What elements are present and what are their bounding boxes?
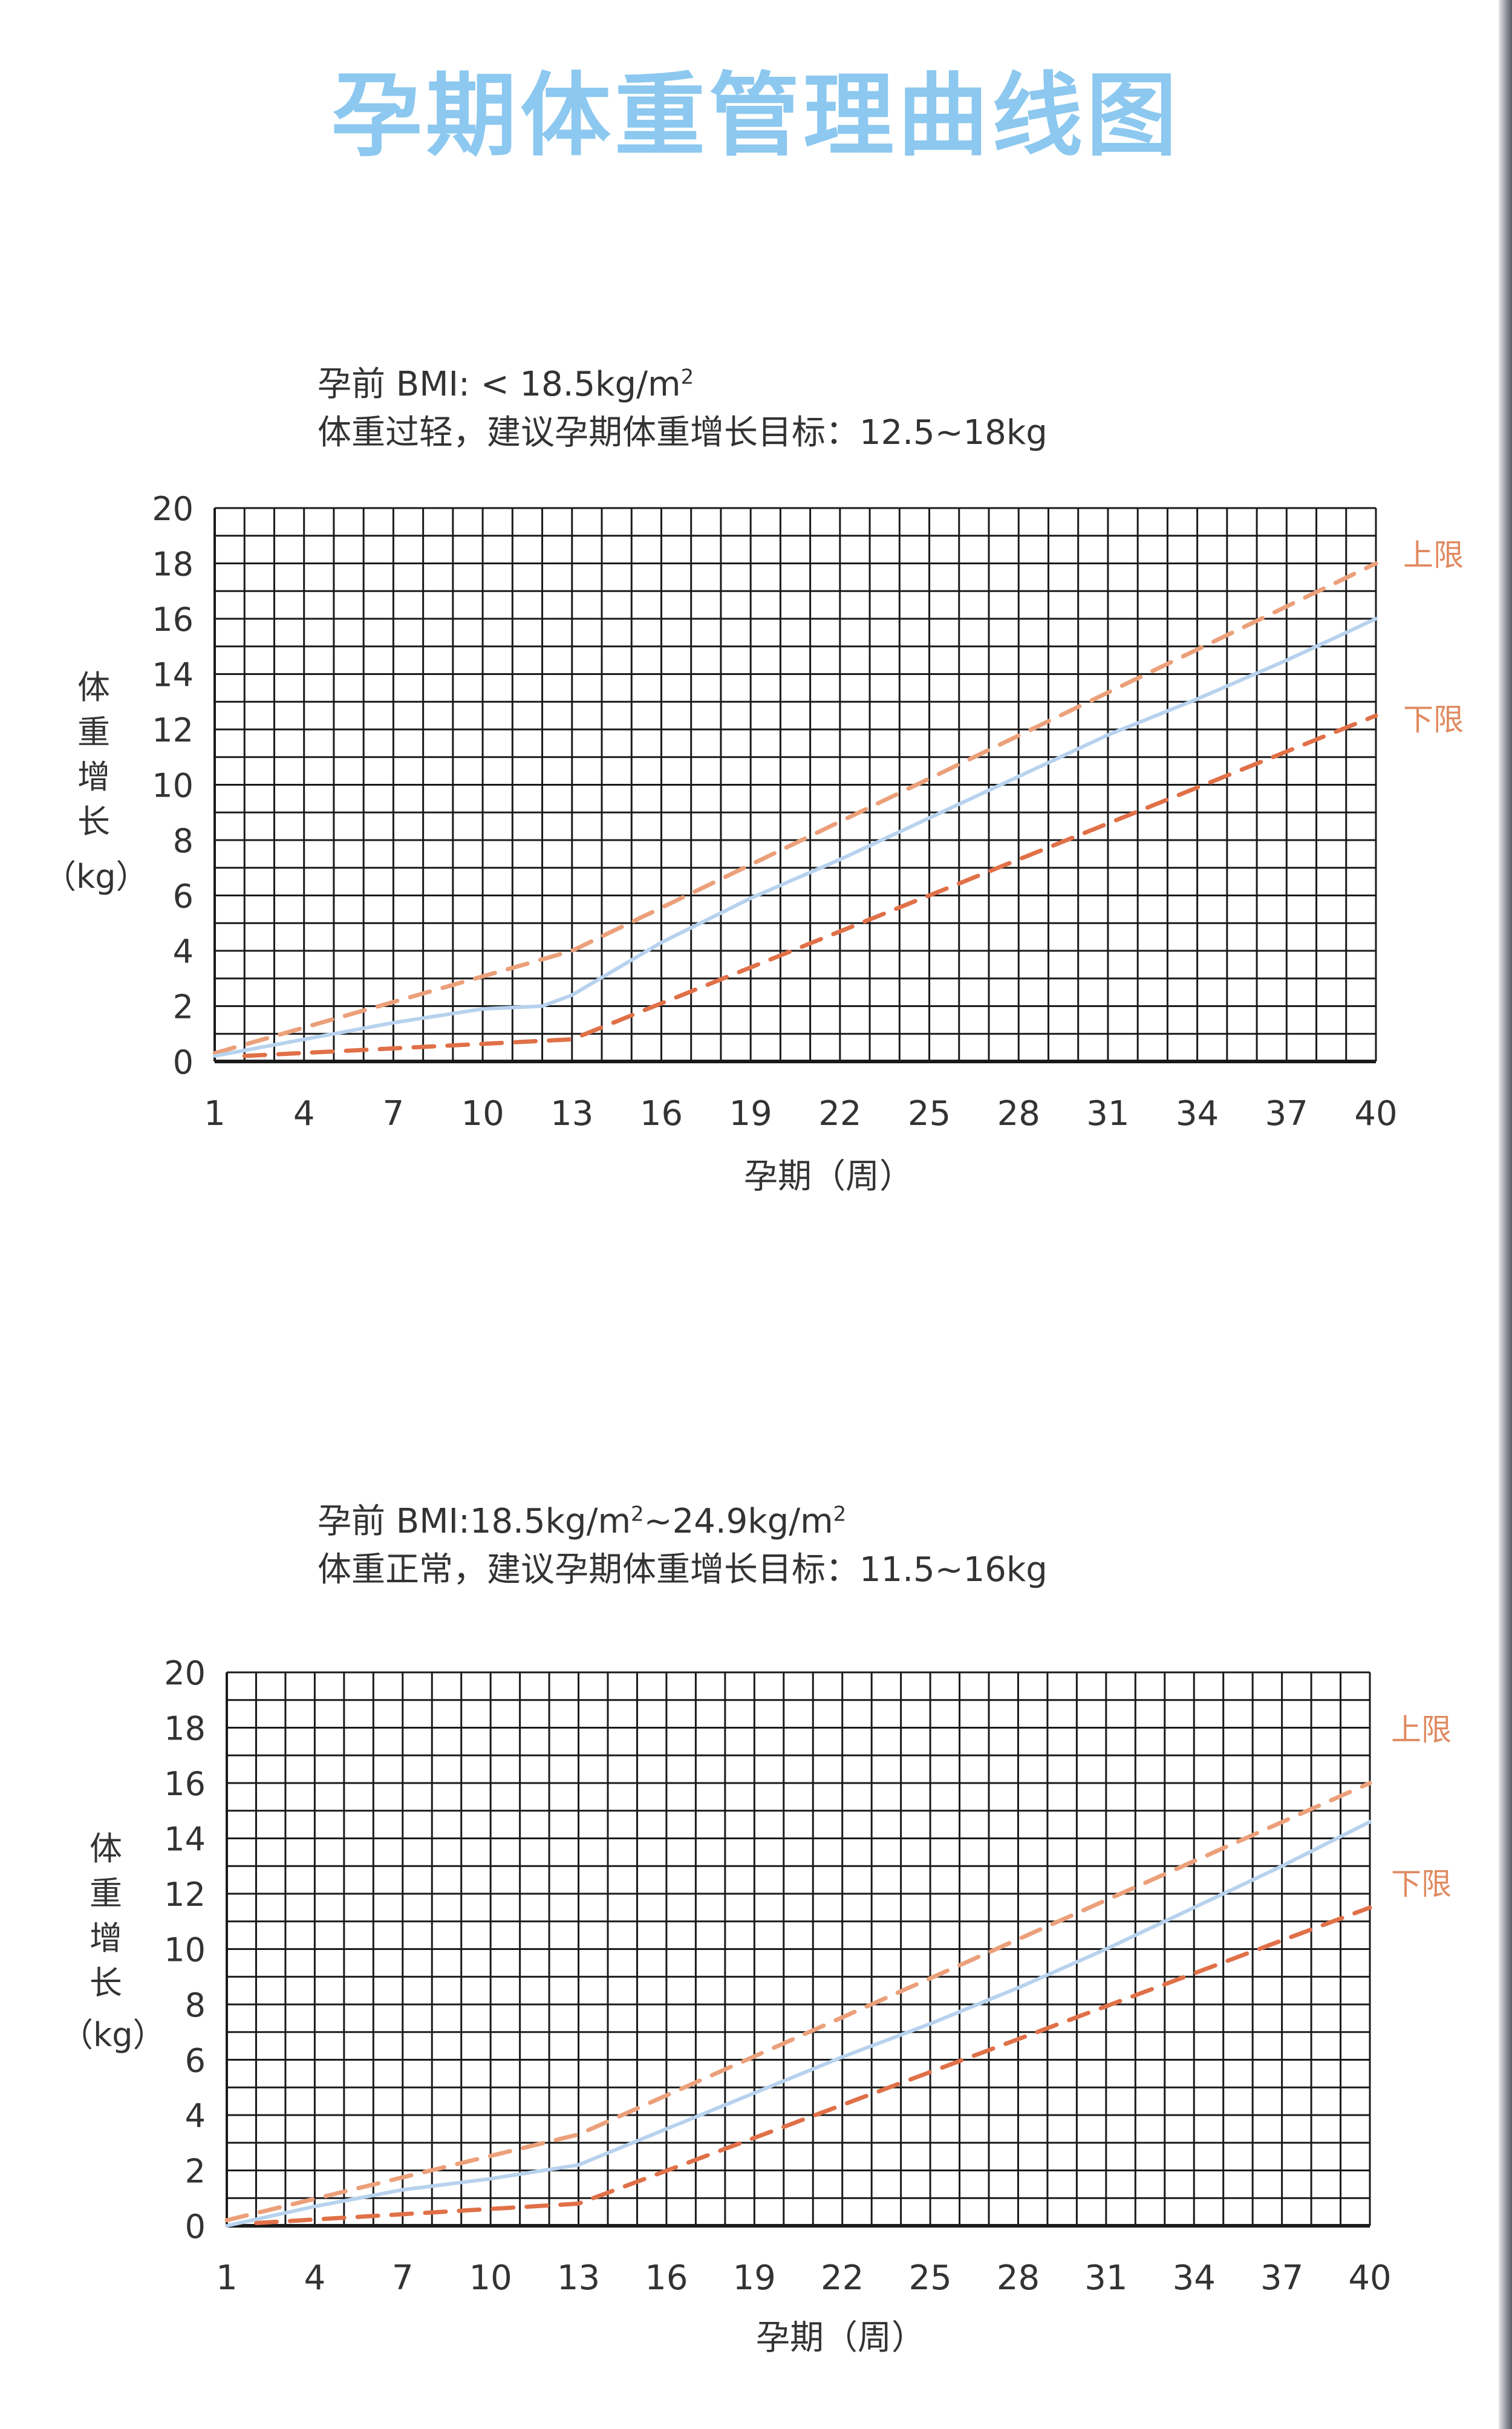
bmi-superscript-2: 2	[833, 1502, 847, 1527]
bmi-text-suffix: ~24.9kg/m	[644, 1502, 833, 1541]
y-axis-label: 体重增长	[90, 1830, 122, 2002]
x-axis-label: 孕期（周）	[756, 2318, 925, 2358]
y-tick-label: 18	[164, 1710, 206, 1748]
x-tick-label: 1	[204, 1094, 226, 1133]
y-tick-label: 12	[164, 1876, 206, 1914]
x-tick-label: 4	[293, 1094, 315, 1133]
bmi-note: 孕前 BMI:18.5kg/m2~24.9kg/m2	[318, 1494, 846, 1543]
x-tick-label: 34	[1173, 2258, 1216, 2298]
y-axis-unit: （kg）	[60, 2016, 166, 2054]
weight-gain-curve	[225, 1820, 1372, 2228]
x-tick-label: 10	[469, 2258, 512, 2298]
x-axis-label: 孕期（周）	[744, 1157, 913, 1196]
target-note: 体重正常，建议孕期体重增长目标：11.5~16kg	[318, 1550, 1048, 1589]
x-tick-label: 16	[645, 2258, 688, 2298]
y-tick-label: 16	[152, 601, 194, 639]
lower-limit-label: 下限	[1403, 702, 1464, 737]
x-tick-label: 13	[557, 2258, 600, 2298]
y-tick-label: 20	[164, 1654, 206, 1692]
y-tick-label: 18	[152, 546, 194, 584]
x-tick-label: 10	[461, 1094, 504, 1133]
page-edge	[1499, 0, 1512, 2429]
x-tick-label: 28	[997, 1094, 1040, 1133]
chart-normal-weight: 孕前 BMI:18.5kg/m2~24.9kg/m2 体重正常，建议孕期体重增长…	[0, 1476, 1512, 2383]
y-tick-label: 4	[173, 933, 194, 971]
y-axis-label: 体重增长	[77, 668, 110, 841]
bmi-note: 孕前 BMI: < 18.5kg/m2	[318, 357, 694, 406]
y-tick-label: 14	[152, 656, 194, 694]
bmi-superscript: 2	[680, 365, 694, 390]
y-tick-label: 8	[173, 822, 194, 860]
y-tick-label: 14	[164, 1821, 206, 1859]
x-tick-label: 31	[1086, 1094, 1129, 1133]
y-tick-label: 10	[164, 1931, 206, 1969]
y-tick-label: 2	[185, 2153, 206, 2191]
x-tick-label: 37	[1265, 1094, 1308, 1133]
bmi-superscript: 2	[631, 1502, 644, 1527]
y-tick-label: 6	[173, 878, 194, 916]
upper-limit-label: 上限	[1403, 538, 1464, 573]
y-tick-label: 4	[185, 2097, 206, 2135]
x-tick-label: 7	[392, 2258, 414, 2298]
page-title: 孕期体重管理曲线图	[331, 64, 1181, 169]
lower-limit-label: 下限	[1391, 1867, 1452, 1902]
upper-limit-line	[224, 1781, 1372, 2223]
x-tick-label: 40	[1348, 2258, 1391, 2298]
x-tick-label: 19	[733, 2258, 776, 2298]
y-tick-label: 0	[185, 2208, 206, 2246]
target-note: 体重过轻，建议孕期体重增长目标：12.5~18kg	[318, 413, 1048, 452]
x-tick-label: 16	[640, 1094, 683, 1133]
x-tick-label: 28	[997, 2258, 1040, 2298]
lower-limit-line	[242, 713, 1378, 1058]
y-tick-label: 12	[152, 711, 194, 749]
x-tick-label: 25	[908, 1094, 951, 1133]
x-tick-label: 7	[383, 1094, 405, 1133]
y-tick-label: 20	[152, 490, 194, 528]
x-tick-label: 40	[1354, 1094, 1397, 1133]
x-tick-label: 37	[1260, 2258, 1303, 2298]
x-tick-label: 34	[1176, 1094, 1219, 1133]
x-tick-label: 22	[821, 2258, 864, 2298]
y-tick-label: 0	[173, 1043, 194, 1081]
upper-limit-label: 上限	[1391, 1712, 1452, 1747]
x-tick-label: 19	[729, 1094, 772, 1133]
y-axis-unit: （kg）	[44, 858, 149, 896]
x-tick-label: 22	[818, 1094, 861, 1133]
chart-underweight: 孕前 BMI: < 18.5kg/m2 体重过轻，建议孕期体重增长目标：12.5…	[0, 339, 1512, 1246]
x-tick-label: 13	[550, 1094, 593, 1133]
x-tick-label: 25	[908, 2258, 951, 2298]
lower-limit-line	[254, 1905, 1372, 2225]
y-tick-label: 10	[152, 767, 194, 805]
bmi-text: 孕前 BMI:18.5kg/m	[318, 1502, 631, 1541]
x-tick-label: 4	[304, 2258, 326, 2298]
x-tick-label: 31	[1084, 2258, 1127, 2298]
y-tick-label: 6	[185, 2042, 206, 2080]
bmi-text: 孕前 BMI: < 18.5kg/m	[318, 365, 681, 404]
upper-limit-line	[212, 561, 1378, 1055]
x-tick-label: 1	[216, 2258, 238, 2298]
y-tick-label: 2	[173, 988, 194, 1026]
weight-gain-curve	[213, 617, 1378, 1058]
y-tick-label: 8	[185, 1986, 206, 2024]
y-tick-label: 16	[164, 1765, 206, 1803]
